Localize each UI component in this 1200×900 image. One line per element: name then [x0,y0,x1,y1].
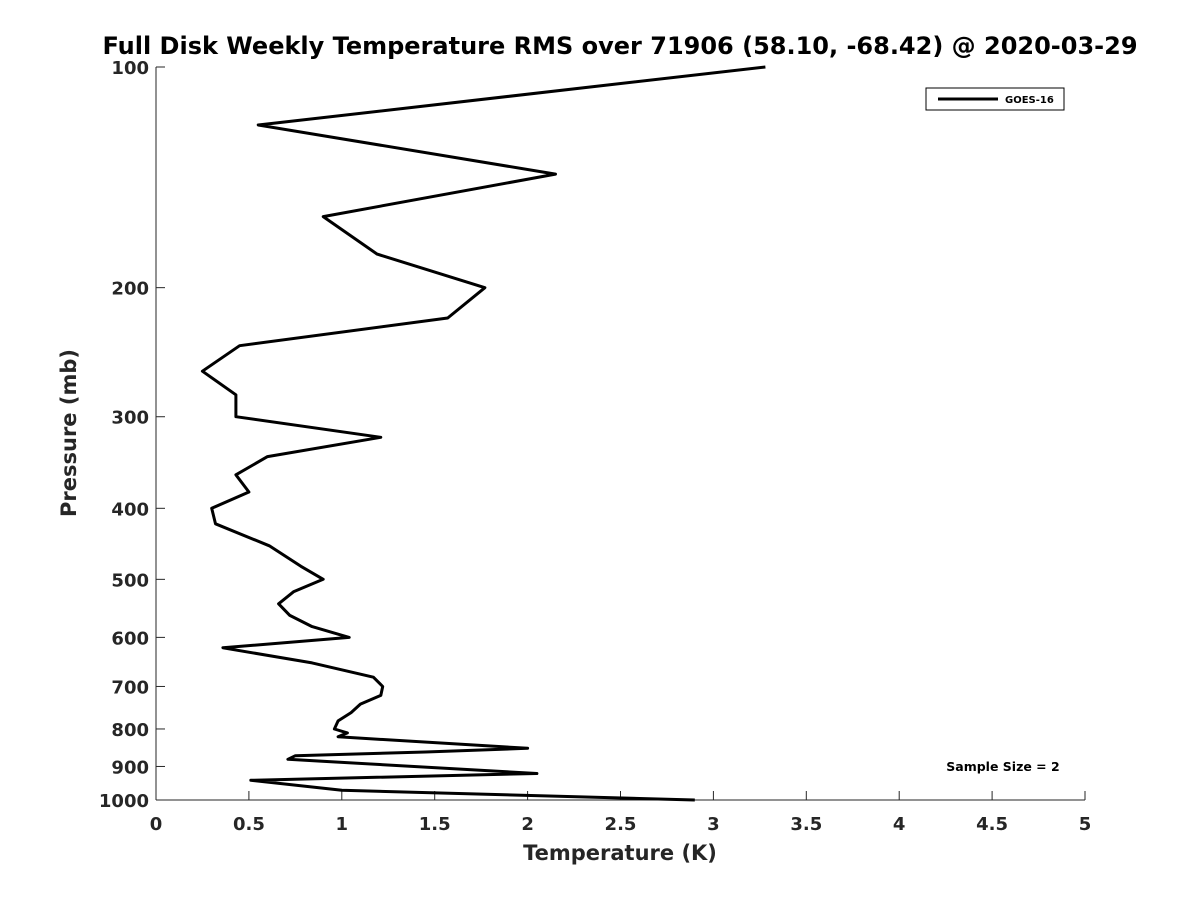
y-tick-label: 400 [111,499,149,520]
x-tick-label: 4.5 [976,814,1008,835]
legend: GOES-16 [925,87,1065,111]
y-tick-label: 700 [111,677,149,698]
x-axis-label: Temperature (K) [523,841,717,865]
y-ticks: 100 200 300 400 500 600 700 800 900 1000 [99,58,165,812]
plot-area: 0 0.5 1 1.5 2 2.5 3 3.5 4 4.5 5 100 200 300 400 500 600… [99,58,1091,835]
y-tick-label: 1000 [99,791,149,812]
series-line-goes-16 [200,65,766,802]
x-tick-label: 2.5 [605,814,637,835]
y-tick-label: 900 [111,757,149,778]
x-tick-label: 2 [521,814,534,835]
chart-title: Full Disk Weekly Temperature RMS over 71… [102,32,1137,60]
sample-size-annotation: Sample Size = 2 [946,759,1059,774]
x-tick-label: 3.5 [790,814,822,835]
x-tick-label: 1 [336,814,349,835]
y-tick-label: 300 [111,408,149,429]
x-tick-label: 1.5 [419,814,451,835]
series-lines [200,65,766,802]
x-tick-label: 5 [1079,814,1092,835]
x-tick-label: 0.5 [233,814,265,835]
legend-label: GOES-16 [1005,95,1054,106]
y-axis-label: Pressure (mb) [57,349,81,517]
y-tick-label: 200 [111,279,149,300]
x-ticks: 0 0.5 1 1.5 2 2.5 3 3.5 4 4.5 5 [150,791,1092,835]
y-tick-label: 100 [111,58,149,79]
y-tick-label: 500 [111,570,149,591]
x-tick-label: 4 [893,814,906,835]
x-tick-label: 0 [150,814,163,835]
x-tick-label: 3 [707,814,720,835]
y-tick-label: 600 [111,628,149,649]
y-tick-label: 800 [111,720,149,741]
